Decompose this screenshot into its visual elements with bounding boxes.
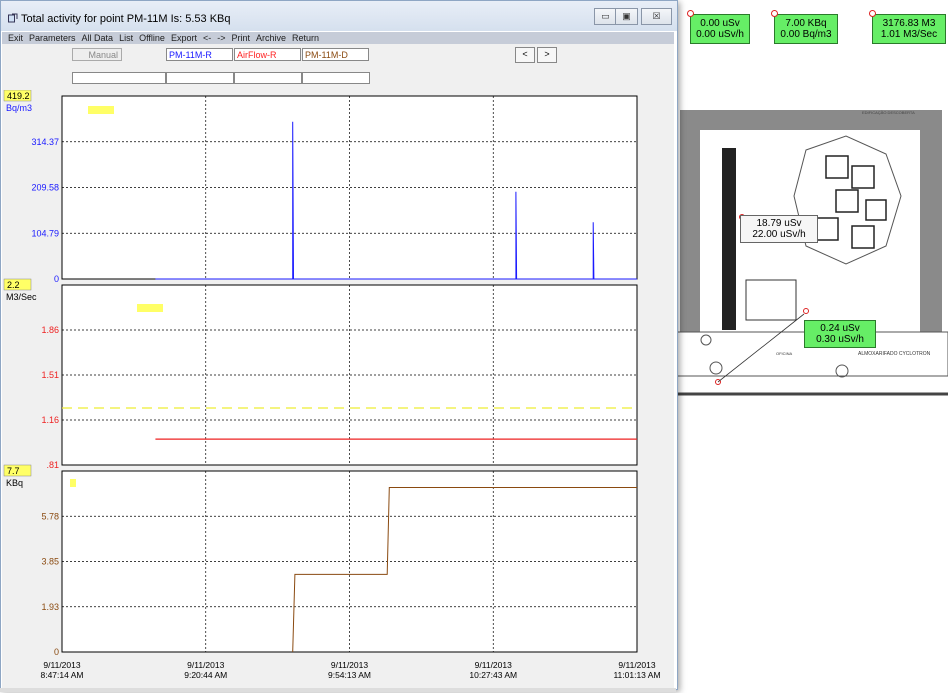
tag-line2: 0.00 Bq/m3 <box>780 29 832 40</box>
maximize-button[interactable]: ▣ <box>615 8 638 25</box>
manual-button[interactable]: Manual <box>72 48 122 61</box>
y-tick-label: 5.78 <box>41 511 59 521</box>
plan-warehouse-label: ALMOXARIFADO CYCLOTRON <box>858 351 931 357</box>
y-tick-label: 0 <box>54 274 59 284</box>
plot-background <box>61 470 638 653</box>
series-select-airflow-r[interactable]: AirFlow-R <box>234 48 301 61</box>
tag-line2: 0.00 uSv/h <box>696 29 744 40</box>
series-line <box>292 487 637 653</box>
title-bar[interactable]: Total activity for point PM-11M Is: 5.53… <box>1 1 677 31</box>
max-value-box <box>3 89 32 102</box>
prev-button[interactable]: < <box>515 47 535 63</box>
unit-label: Bq/m3 <box>6 103 32 113</box>
series-select-pm11m-r[interactable]: PM-11M-R <box>166 48 233 61</box>
series-select-pm11m-d[interactable]: PM-11M-D <box>302 48 369 61</box>
minimize-button[interactable]: ▭ <box>594 8 617 25</box>
trend-charts: 419.2 314.37 209.58 104.79 0 Bq/m3 2.2 1.86 1.51… <box>3 89 661 680</box>
reading-tag-b[interactable]: 0.24 uSv 0.30 uSv/h <box>804 320 876 348</box>
y-tick-label: 419.2 <box>7 91 30 101</box>
menu-forward[interactable]: -> <box>217 33 226 43</box>
value-box-2[interactable] <box>166 72 234 84</box>
dose-tag[interactable]: 0.00 uSv 0.00 uSv/h <box>687 10 750 44</box>
trend-window: Total activity for point PM-11M Is: 5.53… <box>0 0 678 690</box>
y-tick-label: 104.79 <box>31 228 59 238</box>
x-tick-date: 9/11/2013 <box>43 660 80 670</box>
y-tick-label: 1.16 <box>41 415 59 425</box>
series-marker <box>88 106 114 114</box>
menu-return[interactable]: Return <box>292 33 320 43</box>
y-tick-label: .81 <box>46 460 59 470</box>
close-button[interactable]: ☒ <box>641 8 672 25</box>
menu-all-data[interactable]: All Data <box>81 33 114 43</box>
max-value-box <box>3 278 32 291</box>
series-marker <box>137 304 163 312</box>
tag-anchor-icon <box>687 10 694 17</box>
menu-offline[interactable]: Offline <box>139 33 165 43</box>
tag-line1: 3176.83 M3 <box>882 18 936 29</box>
tag-line1: 18.79 uSv <box>756 218 802 229</box>
y-tick-label: 209.58 <box>31 183 59 193</box>
series-line <box>155 121 637 280</box>
floor-plan: EDIFICAÇÃO DESCOBERTA OFICINA ALMOXARIFA… <box>675 96 948 396</box>
x-tick-date: 9/11/2013 <box>475 660 512 670</box>
x-tick-time: 11:01:13 AM <box>613 670 660 680</box>
x-tick-time: 9:54:13 AM <box>328 670 371 680</box>
y-tick-label: 2.2 <box>7 280 20 290</box>
plan-office-label: OFICINA <box>776 351 793 356</box>
tag-line1: 0.24 uSv <box>820 323 860 334</box>
activity-tag[interactable]: 7.00 KBq 0.00 Bq/m3 <box>771 10 838 44</box>
next-button[interactable]: > <box>537 47 557 63</box>
y-tick-label: 7.7 <box>7 466 20 476</box>
x-tick-time: 10:27:43 AM <box>469 670 517 680</box>
reading-tag-a[interactable]: 18.79 uSv 22.00 uSv/h <box>740 215 818 243</box>
tag-line1: 7.00 KBq <box>785 18 827 29</box>
menu-parameters[interactable]: Parameters <box>29 33 76 43</box>
window-title: Total activity for point PM-11M Is: 5.53… <box>21 13 231 25</box>
y-tick-label: 1.51 <box>41 370 59 380</box>
app-icon <box>8 13 18 23</box>
tag-anchor-icon <box>869 10 876 17</box>
menu-exit[interactable]: Exit <box>8 33 24 43</box>
menu-bar: Exit Parameters All Data List Offline Export <… <box>2 32 674 44</box>
chart-area: 419.2 314.37 209.58 104.79 0 Bq/m3 2.2 1.86 1.51… <box>2 89 674 688</box>
menu-list[interactable]: List <box>119 33 134 43</box>
tag-line2: 0.30 uSv/h <box>816 334 864 345</box>
unit-label: M3/Sec <box>6 292 37 302</box>
airflow-tag[interactable]: 3176.83 M3 1.01 M3/Sec <box>869 10 946 44</box>
menu-back[interactable]: <- <box>202 33 212 43</box>
floor-plan-drawing: EDIFICAÇÃO DESCOBERTA OFICINA ALMOXARIFA… <box>675 108 948 396</box>
value-box-1[interactable] <box>72 72 166 84</box>
x-tick-date: 9/11/2013 <box>187 660 224 670</box>
menu-export[interactable]: Export <box>170 33 197 43</box>
window-shadow-strip <box>0 688 676 692</box>
plan-top-label: EDIFICAÇÃO DESCOBERTA <box>862 110 915 115</box>
y-tick-label: 1.86 <box>41 325 59 335</box>
tag-line2: 1.01 M3/Sec <box>880 29 938 40</box>
x-tick-time: 9:20:44 AM <box>184 670 227 680</box>
x-tick-date: 9/11/2013 <box>331 660 368 670</box>
y-tick-label: 0 <box>54 647 59 657</box>
menu-archive[interactable]: Archive <box>256 33 287 43</box>
y-tick-label: 3.85 <box>41 557 59 567</box>
y-tick-label: 314.37 <box>31 137 59 147</box>
menu-print[interactable]: Print <box>231 33 250 43</box>
series-marker <box>70 479 76 487</box>
x-tick-time: 8:47:14 AM <box>40 670 83 680</box>
max-value-box <box>3 464 32 477</box>
value-box-3[interactable] <box>234 72 302 84</box>
tag-line1: 0.00 uSv <box>700 18 740 29</box>
toolbar: Manual PM-11M-R AirFlow-R PM-11M-D < > <box>2 44 674 90</box>
unit-label: KBq <box>6 478 23 488</box>
y-tick-label: 1.93 <box>41 602 59 612</box>
tag-anchor-icon <box>771 10 778 17</box>
value-box-4[interactable] <box>302 72 370 84</box>
tag-line2: 22.00 uSv/h <box>752 229 806 240</box>
x-tick-date: 9/11/2013 <box>618 660 655 670</box>
